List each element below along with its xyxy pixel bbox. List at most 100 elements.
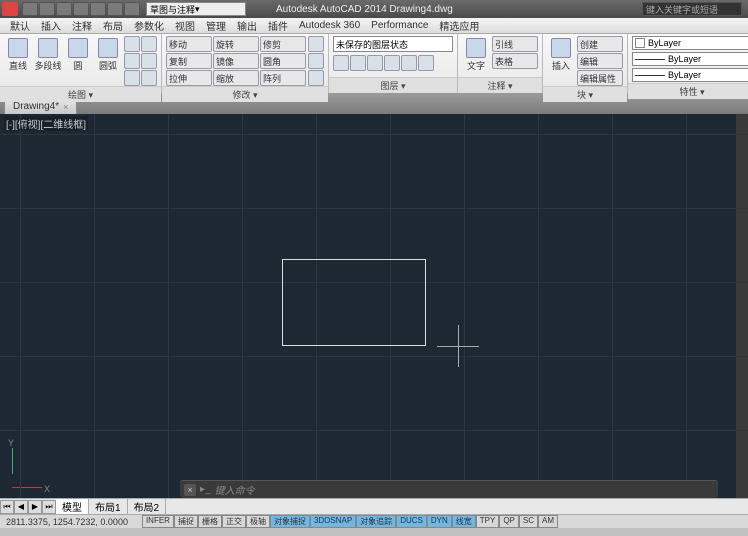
- toggle-捕捉[interactable]: 捕捉: [174, 515, 198, 528]
- layer-icon[interactable]: [333, 55, 349, 71]
- draw-misc-icon[interactable]: [124, 70, 140, 86]
- modify-misc-icon[interactable]: [308, 70, 324, 86]
- tab-view[interactable]: 视图: [171, 18, 199, 33]
- tab-a360[interactable]: Autodesk 360: [295, 20, 364, 31]
- panel-label-draw[interactable]: 绘图 ▾: [0, 86, 161, 102]
- draw-misc-icon[interactable]: [141, 70, 157, 86]
- toggle-tpy[interactable]: TPY: [476, 515, 500, 528]
- move-button[interactable]: 移动: [166, 36, 212, 52]
- workspace-dropdown[interactable]: 草图与注释 ▾: [146, 2, 246, 16]
- panel-properties: ByLayer ByLayer ByLayer 特性 ▾: [628, 34, 748, 93]
- tab-featured[interactable]: 精选应用: [435, 18, 483, 33]
- toggle-qp[interactable]: QP: [499, 515, 519, 528]
- modify-misc-icon[interactable]: [308, 36, 324, 52]
- array-button[interactable]: 阵列: [260, 70, 306, 86]
- command-line[interactable]: × ▸_ 键入命令: [180, 480, 718, 498]
- layer-icon[interactable]: [367, 55, 383, 71]
- copy-button[interactable]: 复制: [166, 53, 212, 69]
- layer-icon[interactable]: [384, 55, 400, 71]
- layer-state-dropdown[interactable]: 未保存的图层状态: [333, 36, 453, 52]
- tab-layout2[interactable]: 布局2: [128, 499, 167, 514]
- tab-parametric[interactable]: 参数化: [130, 18, 168, 33]
- toggle-dyn[interactable]: DYN: [427, 515, 452, 528]
- panel-label-block[interactable]: 块 ▾: [543, 86, 627, 102]
- viewport-label[interactable]: [-][俯视][二维线框]: [4, 116, 88, 131]
- vertical-scrollbar[interactable]: [736, 114, 748, 498]
- mirror-button[interactable]: 镜像: [213, 53, 259, 69]
- layout-prev-icon[interactable]: ◀: [14, 500, 28, 514]
- layout-last-icon[interactable]: ⏭: [42, 500, 56, 514]
- toggle-3dosnap[interactable]: 3DOSNAP: [310, 515, 356, 528]
- qat-plot-icon[interactable]: [90, 2, 106, 16]
- insert-icon: [551, 38, 571, 58]
- tab-model[interactable]: 模型: [56, 499, 89, 514]
- draw-misc-icon[interactable]: [124, 53, 140, 69]
- text-button[interactable]: 文字: [462, 36, 490, 74]
- layout-first-icon[interactable]: ⏮: [0, 500, 14, 514]
- table-button[interactable]: 表格: [492, 53, 538, 69]
- linetype-dropdown[interactable]: ByLayer: [632, 68, 748, 82]
- modify-misc-icon[interactable]: [308, 53, 324, 69]
- toggle-am[interactable]: AM: [538, 515, 558, 528]
- tab-layout[interactable]: 布局: [99, 18, 127, 33]
- layout-next-icon[interactable]: ▶: [28, 500, 42, 514]
- block-create-button[interactable]: 创建: [577, 36, 623, 52]
- qat-open-icon[interactable]: [39, 2, 55, 16]
- qat-undo-icon[interactable]: [107, 2, 123, 16]
- draw-misc-icon[interactable]: [141, 36, 157, 52]
- drawing-canvas[interactable]: [-][俯视][二维线框] Y X: [0, 114, 748, 498]
- scale-button[interactable]: 缩放: [213, 70, 259, 86]
- tab-layout1[interactable]: 布局1: [89, 499, 128, 514]
- toggle-sc[interactable]: SC: [519, 515, 538, 528]
- panel-label-props[interactable]: 特性 ▾: [628, 83, 748, 99]
- help-search-input[interactable]: 键入关键字或短语: [642, 2, 742, 16]
- close-cmdline-icon[interactable]: ×: [184, 484, 196, 496]
- stretch-button[interactable]: 拉伸: [166, 70, 212, 86]
- leader-button[interactable]: 引线: [492, 36, 538, 52]
- coordinates-readout[interactable]: 2811.3375, 1254.7232, 0.0000: [0, 517, 134, 527]
- fillet-button[interactable]: 圆角: [260, 53, 306, 69]
- polyline-button[interactable]: 多段线: [34, 36, 62, 74]
- block-edit-button[interactable]: 编辑: [577, 53, 623, 69]
- draw-misc-icon[interactable]: [124, 36, 140, 52]
- qat-redo-icon[interactable]: [124, 2, 140, 16]
- toggle-对象捕捉[interactable]: 对象捕捉: [270, 515, 310, 528]
- insert-button[interactable]: 插入: [547, 36, 575, 74]
- panel-label-modify[interactable]: 修改 ▾: [162, 86, 328, 102]
- quick-access-toolbar: [20, 2, 142, 16]
- tab-performance[interactable]: Performance: [367, 20, 432, 31]
- lineweight-dropdown[interactable]: ByLayer: [632, 52, 748, 66]
- panel-label-annot[interactable]: 注释 ▾: [458, 77, 542, 93]
- tab-plugins[interactable]: 插件: [264, 18, 292, 33]
- toggle-对象追踪[interactable]: 对象追踪: [356, 515, 396, 528]
- tab-manage[interactable]: 管理: [202, 18, 230, 33]
- rotate-button[interactable]: 旋转: [213, 36, 259, 52]
- color-dropdown[interactable]: ByLayer: [632, 36, 748, 50]
- qat-new-icon[interactable]: [22, 2, 38, 16]
- drawn-rectangle[interactable]: [282, 259, 426, 346]
- tab-annotate[interactable]: 注释: [68, 18, 96, 33]
- tab-output[interactable]: 输出: [233, 18, 261, 33]
- layer-icon[interactable]: [350, 55, 366, 71]
- qat-save-icon[interactable]: [56, 2, 72, 16]
- close-tab-icon[interactable]: ×: [63, 102, 68, 112]
- toggle-ducs[interactable]: DUCS: [396, 515, 427, 528]
- tab-insert[interactable]: 插入: [37, 18, 65, 33]
- draw-misc-icon[interactable]: [141, 53, 157, 69]
- block-editattr-button[interactable]: 编辑属性: [577, 70, 623, 86]
- circle-button[interactable]: 圆: [64, 36, 92, 74]
- line-button[interactable]: 直线: [4, 36, 32, 74]
- toggle-栅格[interactable]: 栅格: [198, 515, 222, 528]
- qat-saveas-icon[interactable]: [73, 2, 89, 16]
- layer-icon[interactable]: [401, 55, 417, 71]
- app-menu-icon[interactable]: [2, 2, 18, 16]
- panel-label-layers[interactable]: 图层 ▾: [329, 77, 457, 93]
- toggle-线宽[interactable]: 线宽: [452, 515, 476, 528]
- layer-icon[interactable]: [418, 55, 434, 71]
- trim-button[interactable]: 修剪: [260, 36, 306, 52]
- toggle-极轴[interactable]: 极轴: [246, 515, 270, 528]
- toggle-infer[interactable]: INFER: [142, 515, 174, 528]
- tab-default[interactable]: 默认: [6, 18, 34, 33]
- toggle-正交[interactable]: 正交: [222, 515, 246, 528]
- arc-button[interactable]: 圆弧: [94, 36, 122, 74]
